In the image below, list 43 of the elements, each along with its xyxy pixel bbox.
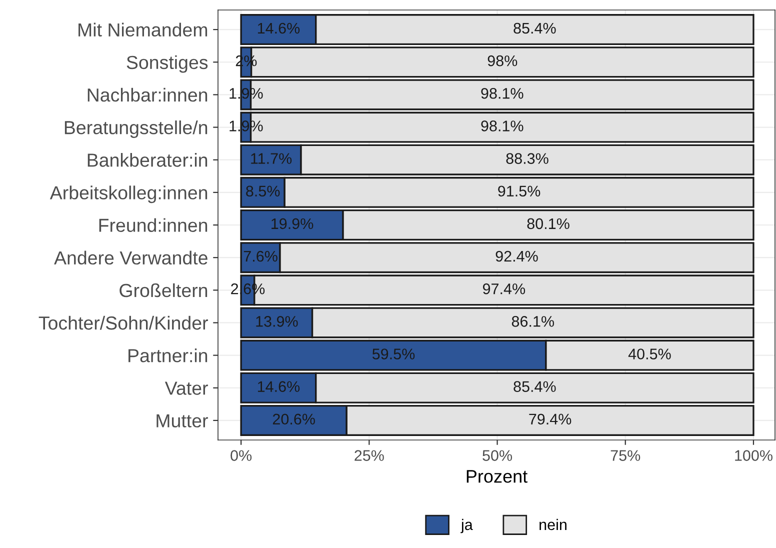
y-tick-label: Arbeitskolleg:innen [50,186,208,204]
y-tick-label: Freund:innen [99,218,208,232]
y-tick-label: Beratungsstelle/n [64,120,208,138]
data-label: 20.6% [272,414,315,425]
data-label: 85.4% [514,22,556,34]
x-tick-label: 100% [735,450,772,461]
y-tick-label: Nachbar:innen [88,88,208,102]
y-tick-label: Großeltern [120,283,208,298]
y-tick-label: Partner:in [128,348,208,362]
data-label: 7.6% [244,250,278,262]
data-label: 86.1% [512,316,554,327]
data-label: 80.1% [527,218,570,230]
x-tick-label: 50% [482,450,512,461]
y-tick-label: Vater [164,382,208,395]
y-tick-label: Sonstiges [126,55,208,73]
data-label: 79.4% [529,414,572,425]
x-tick-label: 0% [230,450,252,461]
y-tick-label: Mutter [156,414,208,428]
data-label: 98.1% [481,120,524,132]
y-tick-label: Mit Niemandem [78,22,208,37]
data-label: 11.7% [251,153,292,164]
legend-label: ja [460,518,473,534]
data-label: 19.9% [272,218,314,230]
x-tick-label: 25% [354,450,384,461]
y-tick-label: Tochter/Sohn/Kinder [38,316,208,330]
data-label: 91.5% [498,186,540,197]
data-label: 14.6% [258,381,300,392]
data-label: 85.4% [514,381,556,392]
data-label: 13.9% [256,316,298,327]
x-axis-title: Prozent [466,470,528,483]
data-label: 40.5% [628,348,671,360]
x-tick-label: 75% [610,450,640,461]
data-label: 8.5% [246,186,280,197]
data-label: 97.4% [482,283,526,294]
data-label: 14.6% [258,22,300,34]
data-label: 98.1% [481,88,524,99]
data-label: 88.3% [506,153,548,164]
data-label: 98% [488,55,518,66]
legend-label: nein [540,518,566,530]
y-tick-label: Bankberater:in [88,153,208,167]
y-tick-label: Andere Verwandte [54,250,208,265]
data-label: 92.4% [496,250,538,262]
data-label: 59.5% [372,348,415,360]
